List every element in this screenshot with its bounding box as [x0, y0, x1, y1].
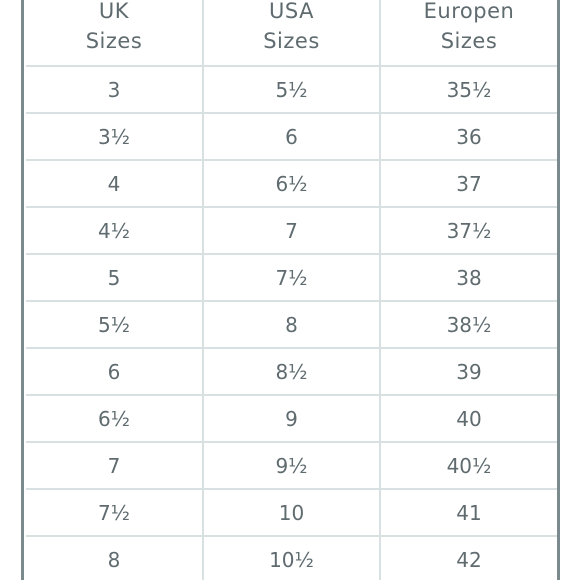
- europen-size-cell: 37: [380, 160, 557, 208]
- uk-size-cell: 5½: [26, 301, 204, 349]
- uk-size-cell: 3: [26, 66, 204, 114]
- table-header: UK Sizes USA Sizes Europen Sizes: [26, 0, 557, 67]
- usa-size-cell: 5½: [203, 66, 381, 114]
- right-border: [557, 0, 580, 580]
- europen-size-cell: 38: [380, 254, 557, 302]
- europen-size-cell: 38½: [380, 301, 557, 349]
- header-usa-line1: USA: [269, 0, 314, 23]
- uk-size-cell: 7: [26, 442, 204, 490]
- header-uk-sizes: UK Sizes: [26, 0, 204, 67]
- usa-size-cell: 7: [203, 207, 381, 255]
- europen-size-cell: 41: [380, 489, 557, 537]
- usa-size-cell: 6½: [203, 160, 381, 208]
- uk-size-cell: 7½: [26, 489, 204, 537]
- table-row: 7 9½ 40½: [26, 442, 557, 490]
- uk-size-cell: 8: [26, 536, 204, 580]
- europen-size-cell: 40: [380, 395, 557, 443]
- table-row: 4 6½ 37: [26, 160, 557, 208]
- table-row: 3 5½ 35½: [26, 66, 557, 114]
- header-uk-line1: UK: [98, 0, 130, 23]
- europen-size-cell: 37½: [380, 207, 557, 255]
- header-europen-sizes: Europen Sizes: [380, 0, 557, 67]
- table-row: 6 8½ 39: [26, 348, 557, 396]
- uk-size-cell: 6½: [26, 395, 204, 443]
- uk-size-cell: 4½: [26, 207, 204, 255]
- table-row: 6½ 9 40: [26, 395, 557, 443]
- header-uk-line2: Sizes: [85, 29, 143, 53]
- uk-size-cell: 3½: [26, 113, 204, 161]
- table-row: 5½ 8 38½: [26, 301, 557, 349]
- uk-size-cell: 4: [26, 160, 204, 208]
- table-row: 4½ 7 37½: [26, 207, 557, 255]
- table-row: 7½ 10 41: [26, 489, 557, 537]
- table-row: 3½ 6 36: [26, 113, 557, 161]
- header-usa-sizes: USA Sizes: [203, 0, 381, 67]
- usa-size-cell: 9: [203, 395, 381, 443]
- table-body: 3 5½ 35½ 3½ 6 36 4 6½ 37 4½ 7 37½ 5 7½: [26, 66, 557, 580]
- left-border: [0, 0, 24, 580]
- europen-size-cell: 35½: [380, 66, 557, 114]
- usa-size-cell: 8½: [203, 348, 381, 396]
- usa-size-cell: 10: [203, 489, 381, 537]
- uk-size-cell: 5: [26, 254, 204, 302]
- uk-size-cell: 6: [26, 348, 204, 396]
- usa-size-cell: 10½: [203, 536, 381, 580]
- shoe-size-conversion-table: UK Sizes USA Sizes Europen Sizes: [26, 0, 557, 580]
- usa-size-cell: 7½: [203, 254, 381, 302]
- usa-size-cell: 9½: [203, 442, 381, 490]
- europen-size-cell: 36: [380, 113, 557, 161]
- europen-size-cell: 40½: [380, 442, 557, 490]
- header-europen-line2: Sizes: [440, 29, 498, 53]
- header-europen-line1: Europen: [423, 0, 515, 23]
- usa-size-cell: 6: [203, 113, 381, 161]
- table-row: 5 7½ 38: [26, 254, 557, 302]
- header-usa-line2: Sizes: [263, 29, 320, 53]
- europen-size-cell: 42: [380, 536, 557, 580]
- usa-size-cell: 8: [203, 301, 381, 349]
- table-row: 8 10½ 42: [26, 536, 557, 580]
- europen-size-cell: 39: [380, 348, 557, 396]
- header-row: UK Sizes USA Sizes Europen Sizes: [26, 0, 557, 67]
